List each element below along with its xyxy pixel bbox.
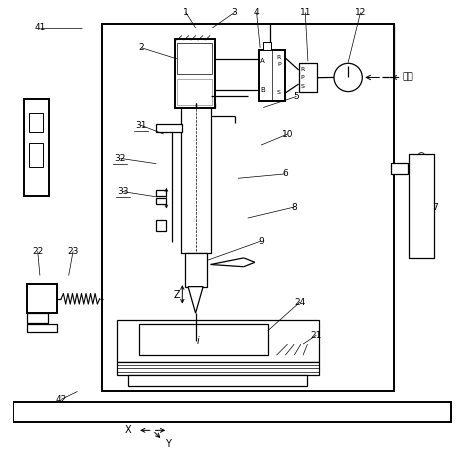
Bar [14,401,451,422]
Bar [29,113,44,132]
Bar [139,324,268,355]
Text: 23: 23 [68,247,79,256]
Text: 31: 31 [135,121,146,130]
Text: 24: 24 [295,297,306,306]
Text: Z: Z [174,290,180,300]
Text: 6: 6 [282,169,288,178]
Text: 42: 42 [55,395,67,404]
Text: R: R [301,68,305,72]
Text: 7: 7 [432,202,438,211]
Text: 9: 9 [258,237,264,246]
Text: S: S [301,84,305,89]
Bar [175,39,215,108]
Polygon shape [188,287,203,313]
Bar [263,42,271,50]
Bar [156,220,166,231]
Text: i: i [197,336,199,346]
Bar [156,198,166,204]
Text: 10: 10 [282,130,293,139]
Text: 3: 3 [232,8,237,17]
Text: 1: 1 [183,8,189,17]
Text: P: P [301,75,304,80]
Bar [24,99,49,196]
Text: 33: 33 [117,187,129,196]
Text: 2: 2 [139,43,144,52]
Text: 气源: 气源 [402,72,413,81]
Bar [177,42,212,74]
Text: 12: 12 [355,8,366,17]
Text: P: P [277,62,280,67]
Bar [392,163,408,174]
Text: Y: Y [165,439,171,449]
Bar [129,375,308,386]
Text: 8: 8 [291,202,297,211]
Text: 41: 41 [34,23,45,32]
Bar [29,143,44,167]
Text: 5: 5 [294,92,299,101]
Bar [184,253,207,287]
Text: 32: 32 [115,154,126,163]
Bar [117,362,318,375]
Text: A: A [260,58,265,64]
Text: 21: 21 [310,331,322,340]
Text: B: B [260,87,265,93]
Bar [102,23,393,391]
Bar [27,324,57,332]
Text: R: R [277,55,281,60]
Bar [117,320,318,362]
Bar [409,154,433,258]
Bar [177,79,212,105]
Bar [156,124,182,132]
Text: 4: 4 [254,8,259,17]
Bar [181,103,211,253]
Bar [27,313,48,323]
Bar [27,284,57,313]
Bar [299,63,317,92]
Text: 22: 22 [32,247,43,256]
Bar [259,50,285,101]
Text: X: X [125,425,132,435]
Text: S: S [277,90,280,95]
Text: 11: 11 [300,8,311,17]
Bar [156,190,166,196]
